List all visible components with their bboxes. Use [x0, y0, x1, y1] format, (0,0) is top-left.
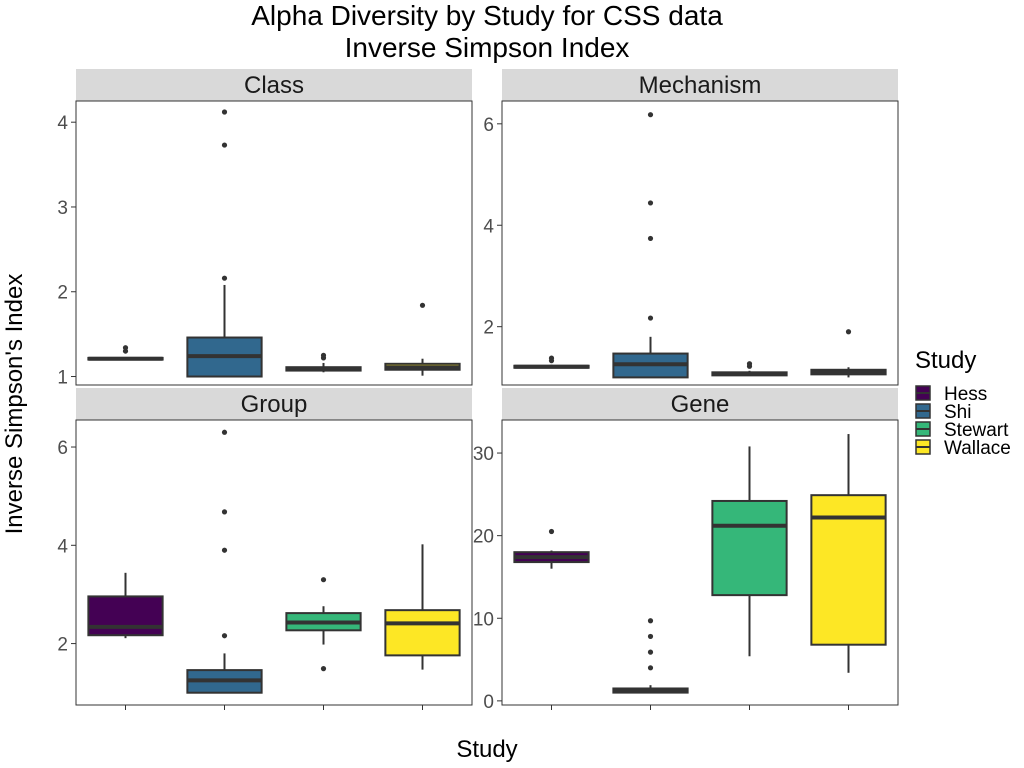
box-iqr — [810, 494, 887, 646]
facet-strip-label: Gene — [671, 391, 730, 418]
y-tick-label: 20 — [473, 527, 494, 548]
box-shi — [612, 618, 689, 694]
outlier-point — [647, 618, 654, 624]
box-stewart — [711, 361, 788, 377]
panel-border — [501, 100, 899, 386]
box-iqr — [384, 609, 461, 657]
outlier-point — [647, 315, 654, 321]
y-axis-title: Inverse Simpson's Index — [1, 274, 28, 535]
legend-entry-stewart: Stewart — [915, 420, 1009, 441]
legend-title: Study — [915, 347, 976, 374]
facet-strip — [76, 69, 472, 101]
box-stewart — [285, 352, 362, 373]
box-iqr — [87, 595, 164, 637]
y-tick-label: 0 — [483, 692, 494, 713]
legend-entry-wallace: Wallace — [915, 438, 1011, 459]
legend-label: Hess — [944, 384, 987, 405]
outlier-point — [221, 109, 228, 115]
box-hess — [87, 345, 164, 361]
box-iqr — [711, 499, 788, 597]
facet-strip-label: Class — [244, 72, 304, 99]
outlier-point — [320, 666, 327, 672]
chart-title-line1: Alpha Diversity by Study for CSS data — [251, 0, 723, 31]
box-wallace — [810, 434, 887, 673]
outlier-point — [647, 112, 654, 118]
outlier-point — [647, 200, 654, 206]
panel-border — [75, 419, 473, 706]
legend-entry-shi: Shi — [915, 402, 971, 423]
outlier-point — [221, 633, 228, 639]
facet-strip-label: Mechanism — [639, 72, 762, 99]
outlier-point — [647, 235, 654, 242]
panel-border — [75, 100, 473, 386]
outlier-point — [221, 429, 228, 435]
outlier-point — [221, 547, 228, 553]
outlier-point — [647, 649, 654, 655]
chart-title-line2: Inverse Simpson Index — [345, 32, 630, 63]
y-tick-label: 4 — [483, 216, 494, 237]
box-wallace — [384, 302, 461, 376]
box-hess — [513, 355, 590, 369]
facet-group: Group 2 4 6 — [57, 388, 473, 710]
outlier-point — [548, 528, 555, 535]
facet-mechanism: Mechanism 2 4 6 — [483, 69, 899, 386]
facet-strip-label: Group — [241, 391, 308, 418]
y-tick-label: 1 — [57, 368, 68, 389]
y-tick-label: 3 — [57, 198, 68, 219]
legend-label: Wallace — [944, 438, 1011, 459]
y-tick-label: 10 — [473, 609, 494, 630]
outlier-point — [320, 577, 327, 583]
box-stewart — [285, 577, 362, 672]
facet-gene: Gene 0 10 20 30 — [473, 388, 899, 713]
outlier-point — [647, 633, 654, 640]
x-axis-title: Study — [456, 736, 517, 763]
box-stewart — [711, 446, 788, 657]
facet-panels: Class 1 2 3 4 Mechanism 2 4 6 Group 2 4 6 Gene 0 10 20 30 — [57, 69, 899, 713]
y-tick-label: 2 — [57, 283, 68, 304]
legend-label: Shi — [944, 402, 971, 423]
facet-strip — [76, 388, 472, 420]
facet-strip — [502, 388, 898, 420]
outlier-point — [419, 302, 426, 308]
facet-strip — [502, 69, 898, 101]
y-tick-label: 6 — [57, 438, 68, 459]
box-shi — [186, 109, 263, 378]
box-wallace — [384, 544, 461, 670]
outlier-point — [548, 355, 555, 361]
legend-label: Stewart — [944, 420, 1009, 441]
y-tick-label: 4 — [57, 536, 68, 557]
outlier-point — [221, 142, 228, 148]
outlier-point — [845, 329, 852, 335]
outlier-point — [746, 361, 753, 367]
outlier-point — [320, 352, 327, 358]
panel-border — [501, 419, 899, 706]
outlier-point — [122, 345, 129, 351]
y-tick-label: 2 — [483, 318, 494, 339]
y-tick-label: 2 — [57, 635, 68, 656]
legend-entry-hess: Hess — [915, 384, 987, 405]
y-tick-label: 30 — [473, 444, 494, 465]
box-hess — [87, 572, 164, 639]
outlier-point — [647, 665, 654, 671]
y-tick-label: 4 — [57, 113, 68, 134]
y-tick-label: 6 — [483, 115, 494, 136]
box-shi — [186, 429, 263, 694]
facet-class: Class 1 2 3 4 — [57, 69, 473, 389]
box-wallace — [810, 329, 887, 378]
box-shi — [612, 112, 689, 379]
outlier-point — [221, 275, 228, 281]
outlier-point — [221, 509, 228, 515]
box-hess — [513, 528, 590, 569]
